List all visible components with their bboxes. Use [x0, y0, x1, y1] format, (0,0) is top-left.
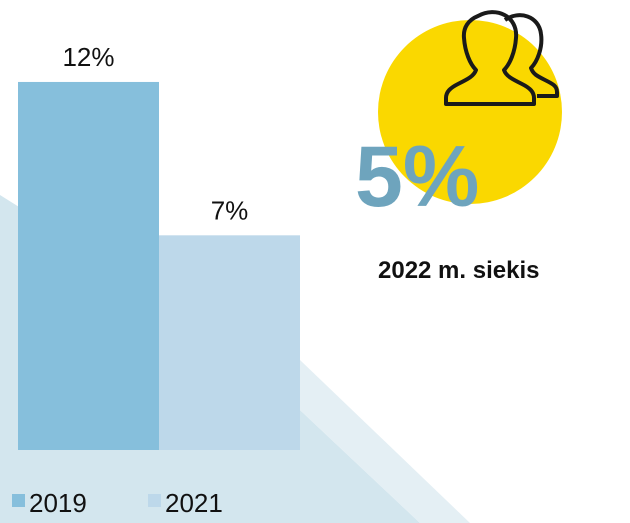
bar [159, 235, 300, 450]
target-value: 5% [355, 129, 479, 225]
bar [18, 81, 159, 451]
value-label: 12% [62, 42, 114, 72]
people-icon [444, 10, 559, 106]
legend-swatch [12, 494, 25, 507]
target-label: 2022 m. siekis [378, 257, 539, 284]
legend-label: 2021 [165, 488, 223, 518]
legend-swatch [148, 494, 161, 507]
value-label: 7% [211, 195, 249, 225]
legend-label: 2019 [29, 488, 87, 518]
target-circle [378, 20, 562, 204]
